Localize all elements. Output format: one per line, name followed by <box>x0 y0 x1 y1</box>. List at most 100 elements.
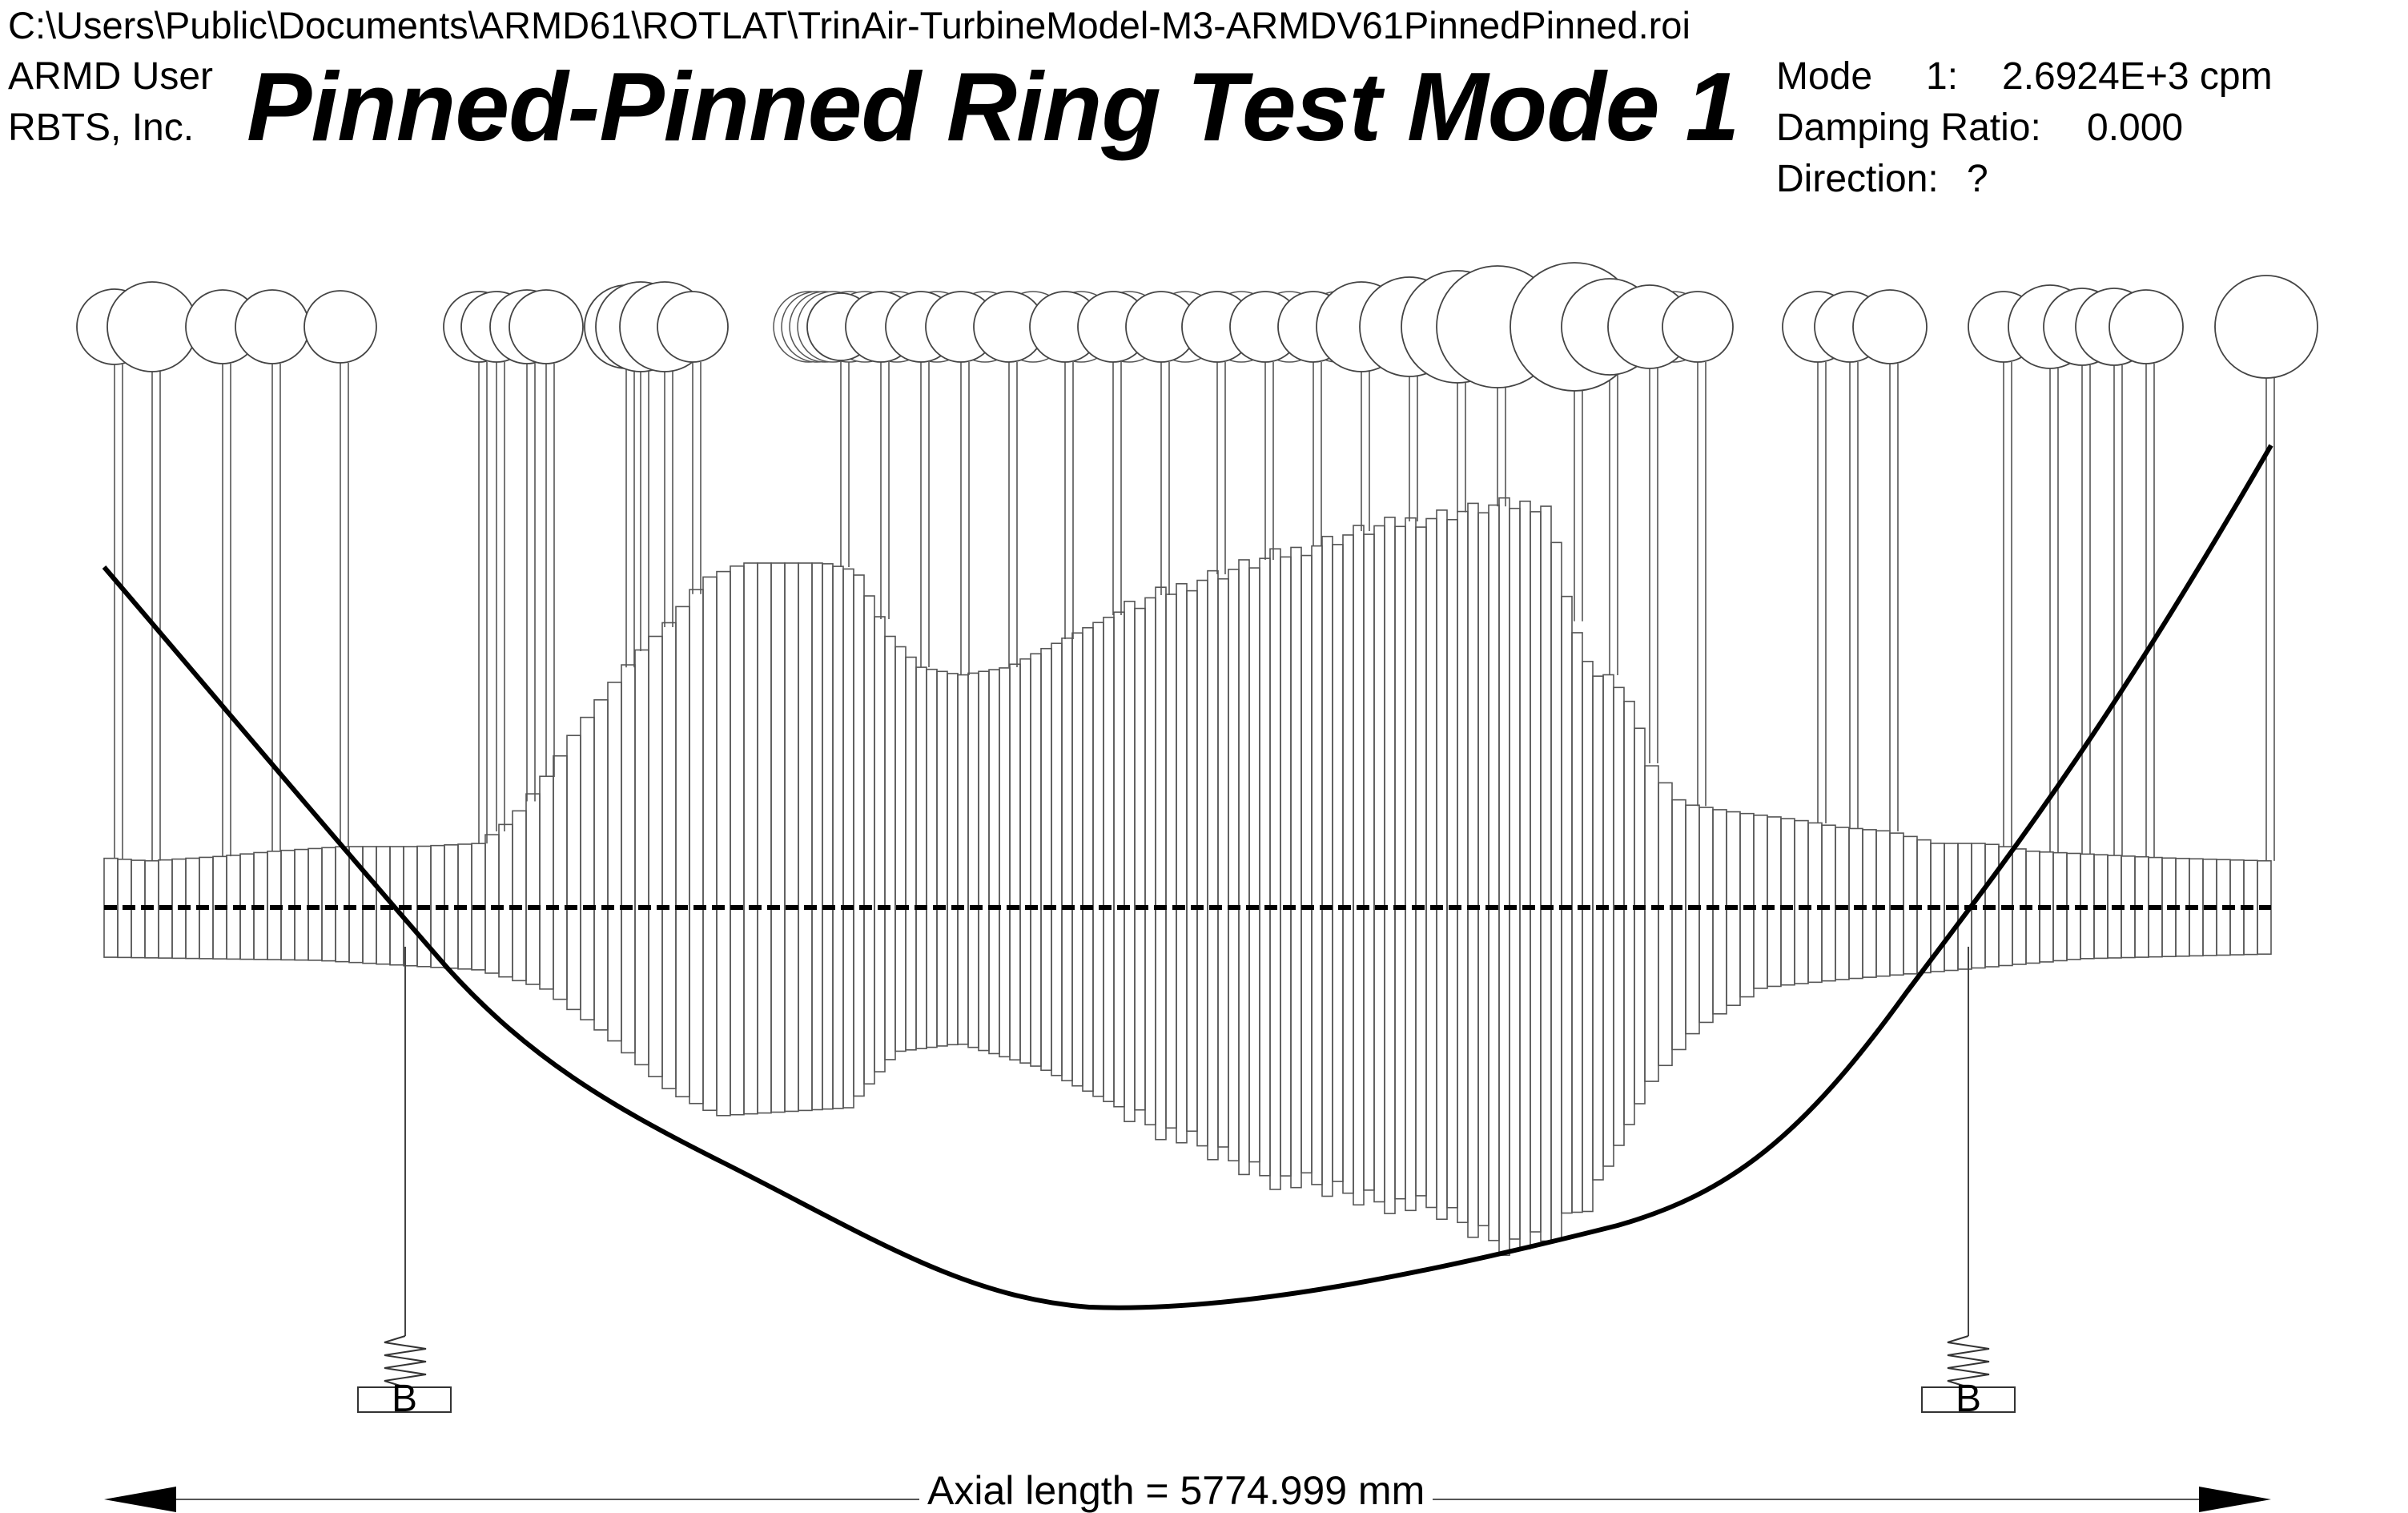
shaft-element <box>757 562 772 1114</box>
shaft-element <box>1477 512 1489 1227</box>
file-path: C:\Users\Public\Documents\ARMD61\ROTLAT\… <box>8 4 1690 46</box>
disk-marker <box>304 290 377 364</box>
shaft-element <box>784 562 799 1113</box>
shaft-element <box>1767 816 1782 988</box>
shaft-element <box>1530 511 1542 1233</box>
shaft-element <box>1592 675 1604 1181</box>
shaft-element <box>743 562 758 1115</box>
shaft-element <box>1394 525 1406 1200</box>
disk-marker <box>509 289 584 364</box>
shaft-element <box>832 565 844 1109</box>
shaft-element <box>1030 653 1042 1067</box>
bearing-spring-right <box>1947 1335 1990 1388</box>
shaft-element <box>822 563 834 1110</box>
shaft-element <box>1248 567 1260 1163</box>
shaft-element <box>1103 616 1115 1103</box>
disk-markers <box>76 262 2318 392</box>
bearing-spring-left <box>384 1335 427 1388</box>
shaft-element <box>1342 534 1354 1194</box>
shaft-element <box>999 667 1011 1058</box>
shaft-element <box>1794 819 1809 984</box>
shaft-element <box>1384 517 1396 1214</box>
shaft-element <box>1807 822 1823 984</box>
station-stems <box>114 360 2275 861</box>
shaft-element <box>621 664 636 1054</box>
shaft-element <box>1280 556 1292 1177</box>
shaft-element <box>607 682 622 1042</box>
shaft-element <box>1009 663 1021 1061</box>
mode-number: 1: <box>1926 55 1959 98</box>
shaft-element <box>811 562 823 1111</box>
shaft-element <box>1613 686 1625 1146</box>
shaft-element <box>1862 829 1877 978</box>
user-name: ARMD User <box>8 55 214 98</box>
shaft-element <box>308 847 323 961</box>
shaft-element <box>1582 661 1594 1213</box>
shaft-element <box>988 669 1000 1055</box>
plot-title: Pinned-Pinned Ring Test Mode 1 <box>247 52 1739 161</box>
disk-marker <box>107 281 198 372</box>
shaft-element <box>1259 557 1271 1177</box>
shaft-element <box>1602 674 1614 1167</box>
shaft-element <box>566 734 581 1011</box>
shaft-element <box>1311 545 1323 1185</box>
shaft-element <box>926 668 938 1048</box>
bearing-label-left: B <box>392 1378 417 1420</box>
shaft-element <box>1780 818 1795 986</box>
shaft-element <box>1092 622 1104 1097</box>
shaft-element <box>978 670 990 1052</box>
shaft-element <box>1353 525 1365 1206</box>
bearing-label-right: B <box>1956 1378 1981 1420</box>
shaft-element <box>1446 518 1458 1209</box>
shaft-element <box>525 793 541 985</box>
shaft-element <box>1373 525 1385 1203</box>
shaft-element <box>915 666 927 1049</box>
company-name: RBTS, Inc. <box>8 107 195 149</box>
shaft-element <box>1540 505 1552 1242</box>
shaft-element <box>1498 497 1510 1257</box>
shaft-element <box>1207 569 1219 1161</box>
dimension-arrow-right <box>2199 1487 2271 1512</box>
shaft-element <box>1685 804 1700 1035</box>
shaft-element <box>1634 727 1646 1105</box>
shaft-element <box>321 847 336 962</box>
shaft-element <box>936 670 948 1047</box>
shaft-element <box>884 635 896 1060</box>
shaft-element <box>1623 700 1635 1125</box>
shaft-element <box>894 646 907 1052</box>
shaft-element <box>1113 611 1125 1108</box>
shaft-element <box>1269 548 1281 1190</box>
damping-value: 0.000 <box>2087 107 2184 149</box>
shaft-element <box>1415 526 1427 1197</box>
shaft-element <box>1124 600 1136 1123</box>
shaft-element <box>1875 830 1891 977</box>
shaft-element <box>1321 535 1333 1197</box>
shaft-element <box>1889 832 1904 976</box>
shaft-element <box>1290 546 1302 1189</box>
mode-label: Mode <box>1776 55 1873 98</box>
shaft-element <box>1134 607 1146 1111</box>
shaft-element <box>716 570 731 1117</box>
shaft-element <box>648 635 663 1077</box>
shaft-element <box>1300 554 1313 1174</box>
shaft-element <box>539 775 554 990</box>
shaft-element <box>1176 582 1188 1144</box>
bearing-left: B <box>357 947 452 1420</box>
shaft-element <box>335 846 350 963</box>
shaft-element <box>1071 632 1083 1087</box>
shaft-element <box>1821 824 1836 982</box>
shaft-element <box>863 595 875 1085</box>
shaft-element <box>1467 502 1479 1238</box>
shaft-element <box>675 606 690 1098</box>
shaft-element <box>661 622 677 1089</box>
bearing-support-left <box>357 1386 452 1413</box>
mode-frequency: 2.6924E+3 cpm <box>2002 55 2273 98</box>
disk-marker <box>1662 291 1734 363</box>
shaft-element <box>1561 595 1573 1214</box>
shaft-element <box>1519 501 1531 1249</box>
shaft-element <box>967 672 979 1048</box>
shaft-element <box>1228 569 1240 1161</box>
shaft-element <box>294 848 309 961</box>
shaft-element <box>1644 765 1659 1082</box>
